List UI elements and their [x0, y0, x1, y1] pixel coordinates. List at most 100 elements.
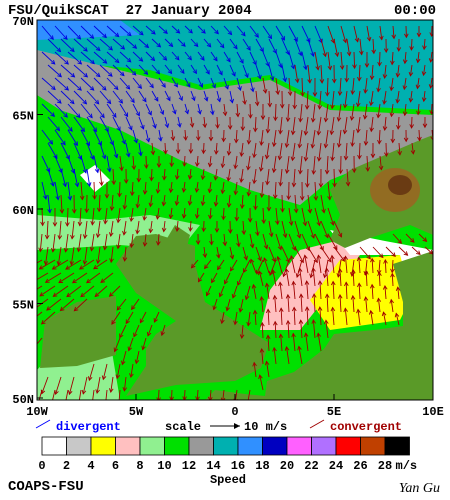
wind-arrow-head: [70, 47, 75, 53]
wind-arrow-head: [311, 170, 317, 175]
wind-arrow-head: [112, 113, 117, 118]
wind-arrow: [326, 77, 329, 96]
wind-arrow: [307, 38, 314, 57]
wind-arrow: [395, 313, 400, 326]
wind-arrow: [229, 246, 234, 259]
wind-arrow: [268, 64, 274, 81]
wind-arrow-head: [70, 72, 76, 78]
wind-arrow-head: [349, 116, 355, 121]
wind-arrow: [130, 233, 134, 248]
wind-arrow: [139, 311, 147, 323]
wind-arrow: [119, 324, 127, 338]
wind-arrow: [417, 51, 420, 63]
wind-arrow: [183, 389, 186, 400]
wind-arrow-head: [259, 295, 265, 301]
wind-arrow-head: [67, 195, 73, 201]
wind-arrow: [352, 295, 355, 313]
wind-arrow-head: [28, 319, 32, 323]
wind-arrow-head: [311, 293, 317, 298]
wind-arrow: [106, 155, 111, 172]
wind-arrow-head: [129, 243, 135, 249]
colorbar-label: 22: [304, 459, 318, 473]
wind-arrow-head: [71, 209, 77, 214]
wind-arrow: [364, 77, 368, 93]
wind-arrow-head: [200, 56, 205, 61]
wind-arrow: [209, 389, 212, 400]
wind-arrow-head: [86, 182, 92, 188]
wind-arrow-head: [90, 403, 94, 407]
wind-arrow-head: [357, 282, 362, 288]
wind-arrow-head: [227, 125, 233, 130]
wind-arrow: [112, 90, 123, 104]
wind-arrow: [202, 142, 205, 154]
wind-arrow: [84, 246, 88, 265]
wind-arrow: [327, 233, 338, 250]
wind-arrow: [163, 168, 166, 180]
wind-arrow: [144, 181, 147, 195]
footer-left: COAPS-FSU: [8, 479, 84, 495]
wind-arrow: [306, 281, 309, 300]
wind-arrow: [370, 90, 374, 106]
wind-arrow-head: [65, 265, 70, 270]
wind-arrow-head: [337, 91, 343, 97]
wind-arrow-head: [195, 162, 200, 167]
wind-arrow: [299, 103, 303, 122]
wind-arrow: [88, 363, 95, 381]
wind-arrow-head: [285, 50, 290, 56]
wind-arrow: [73, 64, 88, 78]
wind-arrow: [110, 246, 114, 263]
wind-arrow-head: [108, 388, 114, 394]
wind-arrow: [383, 90, 387, 105]
wind-arrow-head: [159, 110, 165, 116]
wind-arrow: [227, 168, 231, 181]
wind-arrow: [47, 116, 60, 131]
wind-arrow: [80, 285, 95, 298]
wind-arrow: [331, 142, 335, 161]
wind-arrow-head: [241, 230, 247, 236]
island: [160, 225, 190, 255]
wind-arrow-head: [271, 142, 277, 148]
wind-arrow-head: [138, 151, 143, 157]
wind-arrow-head: [318, 183, 324, 188]
wind-arrow: [184, 25, 193, 34]
wind-arrow: [351, 77, 355, 95]
wind-arrow-head: [208, 214, 213, 220]
wind-arrow: [275, 77, 279, 95]
wind-arrow-head: [239, 152, 245, 157]
wind-arrow-head: [44, 234, 50, 240]
wind-arrow: [340, 51, 343, 70]
wind-arrow-head: [172, 109, 177, 115]
wind-arrow: [189, 168, 192, 179]
wind-arrow-head: [303, 332, 309, 338]
wind-arrow: [404, 51, 407, 64]
wind-arrow: [104, 207, 108, 224]
wind-arrow-head: [50, 59, 56, 65]
wind-arrow: [392, 233, 402, 244]
wind-arrow-head: [149, 83, 154, 89]
wind-arrow-head: [289, 254, 295, 260]
wind-arrow: [91, 207, 95, 225]
wind-arrow: [424, 246, 433, 255]
wind-arrow: [110, 220, 114, 237]
wind-arrow: [216, 246, 220, 258]
wind-arrow-head: [103, 219, 108, 225]
wind-arrow-head: [376, 113, 381, 119]
wind-arrow-head: [100, 278, 106, 283]
wind-arrow: [293, 307, 296, 326]
wind-arrow: [306, 90, 309, 109]
wind-arrow: [281, 194, 284, 212]
wind-arrow-head: [167, 69, 173, 75]
wind-arrow: [255, 90, 258, 106]
wind-arrow: [252, 284, 257, 300]
wind-arrow-head: [240, 126, 246, 132]
wind-arrow-head: [233, 320, 238, 326]
wind-arrow: [410, 64, 413, 76]
wind-arrow: [47, 194, 51, 213]
wind-arrow: [384, 285, 387, 300]
colorbar-cell: [188, 436, 214, 456]
wind-arrow: [235, 389, 238, 400]
wind-arrow-head: [170, 136, 176, 142]
wind-arrow: [318, 142, 322, 161]
wind-arrow: [197, 51, 205, 61]
wind-arrow-head: [237, 86, 242, 91]
